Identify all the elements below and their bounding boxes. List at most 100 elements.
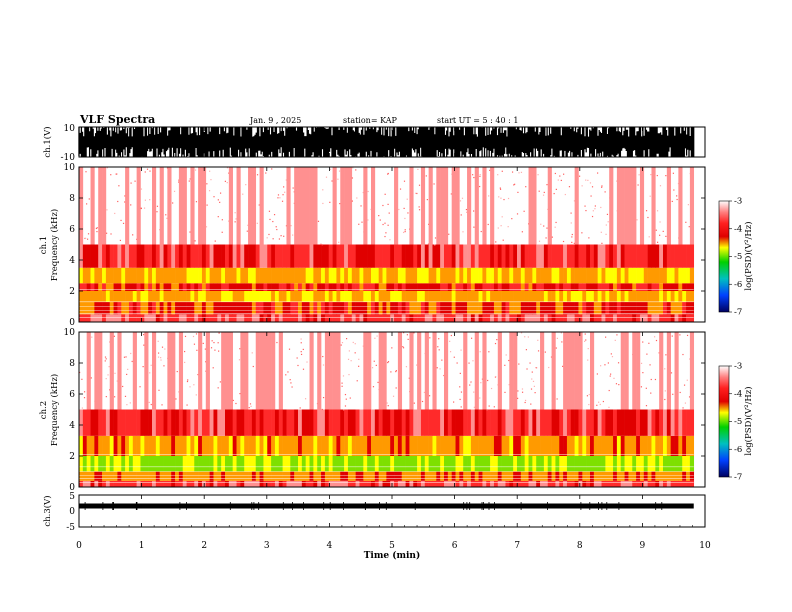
spectrogram-cell [175, 314, 180, 322]
spectrogram-cell [589, 435, 595, 456]
spectrogram-cell [478, 314, 483, 322]
spectrogram-cell [272, 220, 274, 223]
spectrogram-cell [317, 471, 322, 481]
spectrogram-cell [151, 409, 157, 436]
spectrogram-cell [582, 291, 587, 302]
spectrogram-cell [536, 301, 541, 315]
spectrogram-cell [570, 314, 575, 322]
spectrogram-cell [546, 227, 548, 229]
spectrogram-cell [520, 171, 523, 173]
spectrogram-cell [563, 314, 568, 322]
spectrogram-cell [524, 267, 529, 284]
spectrogram-cell [329, 168, 332, 170]
spectrogram-cell [347, 167, 353, 245]
spectrogram-cell [178, 283, 184, 291]
spectrogram-cell [300, 342, 302, 344]
colorbar-tick-label: -5 [734, 417, 742, 427]
spectrogram-cell [182, 456, 187, 472]
spectrogram-cell [455, 267, 460, 284]
spectrogram-cell [678, 267, 683, 284]
spectrogram-cell [117, 267, 122, 284]
spectrogram-cell [613, 435, 618, 456]
spectrogram-cell [547, 456, 552, 472]
spectrogram-cell [670, 372, 673, 374]
spectrogram-cell [374, 409, 379, 436]
spectrogram-cell [148, 409, 153, 436]
spectrogram-cell [682, 267, 687, 284]
spectrogram-cell [662, 283, 668, 291]
spectrogram-cell [440, 480, 445, 487]
spectrogram-cell [259, 291, 264, 302]
spectrogram-cell [601, 242, 603, 244]
spectrogram-cell [666, 480, 671, 487]
spectrogram-cell [474, 301, 479, 315]
spectrogram-cell [643, 301, 648, 315]
spectrogram-cell [686, 435, 691, 456]
spectrogram-cell [113, 314, 118, 322]
spectrogram-cell [324, 314, 330, 322]
spectrogram-cell [628, 283, 633, 291]
spectrogram-cell [235, 218, 237, 220]
spectrogram-cell [98, 244, 103, 268]
spectrogram-cell [83, 391, 86, 393]
spectrogram-cell [382, 456, 387, 472]
spectrogram-cell [589, 244, 595, 268]
spectrogram-cell [340, 344, 342, 346]
spectrogram-cell [370, 480, 376, 487]
spectrogram-cell [87, 233, 90, 235]
spectrogram-cell [149, 170, 151, 172]
spectrogram-cell [175, 471, 180, 481]
spectrogram-cell [186, 480, 191, 487]
spectrogram-cell [666, 471, 671, 481]
spectrogram-cell [378, 283, 383, 291]
spectrogram-cell [167, 267, 172, 284]
spectrogram-cell [624, 291, 629, 302]
spectrogram-cell [543, 480, 549, 487]
spectrogram-cell [367, 283, 372, 291]
spectrogram-cell [236, 283, 241, 291]
spectrogram-cell [166, 217, 168, 219]
spectrogram-cell [148, 435, 153, 456]
spectrogram-cell [344, 480, 349, 487]
spectrogram-cell [532, 283, 537, 291]
spectrogram-cell [546, 184, 548, 186]
spectrogram-cell [370, 244, 376, 268]
spectrogram-cell [440, 409, 445, 436]
spectrogram-cell [597, 471, 602, 481]
spectrogram-cell [516, 435, 522, 456]
spectrogram-cell [90, 283, 95, 291]
spectrogram-cell [632, 301, 637, 315]
spectrogram-cell [102, 456, 107, 472]
spectrogram-cell [321, 435, 326, 456]
spectrogram-cell [136, 291, 141, 302]
spectrogram-cell [336, 332, 341, 410]
spectrogram-cell [198, 267, 203, 284]
spectrogram-cell [321, 480, 326, 487]
spectrogram-cell [394, 291, 399, 302]
spectrogram-cell [255, 456, 260, 472]
spectrogram-cell [593, 283, 598, 291]
spectrogram-cell [96, 227, 98, 229]
spectrogram-cell [474, 291, 479, 302]
spectrogram-cell [167, 314, 172, 322]
spectrogram-cell [497, 174, 499, 176]
spectrogram-cell [194, 456, 199, 472]
spectrogram-cell [232, 283, 237, 291]
colorbar-tick-label: -4 [734, 224, 742, 234]
spectrogram-cell [564, 193, 566, 196]
spectrogram-cell [297, 291, 303, 302]
spectrogram-cell [148, 283, 153, 291]
spectrogram-cell [417, 301, 422, 315]
spectrogram-cell [144, 244, 149, 268]
spectrogram-cell [113, 480, 118, 487]
spectrogram-cell [344, 456, 349, 472]
spectrogram-cell [676, 195, 678, 197]
spectrogram-cell [321, 456, 326, 472]
spectrogram-cell [282, 291, 287, 302]
spectrogram-cell [662, 456, 668, 472]
spectrogram-cell [363, 480, 368, 487]
spectrogram-cell [507, 197, 510, 200]
spectrogram-cell [258, 204, 260, 206]
spectrogram-cell [217, 216, 219, 218]
spectrogram-cell [271, 244, 276, 268]
